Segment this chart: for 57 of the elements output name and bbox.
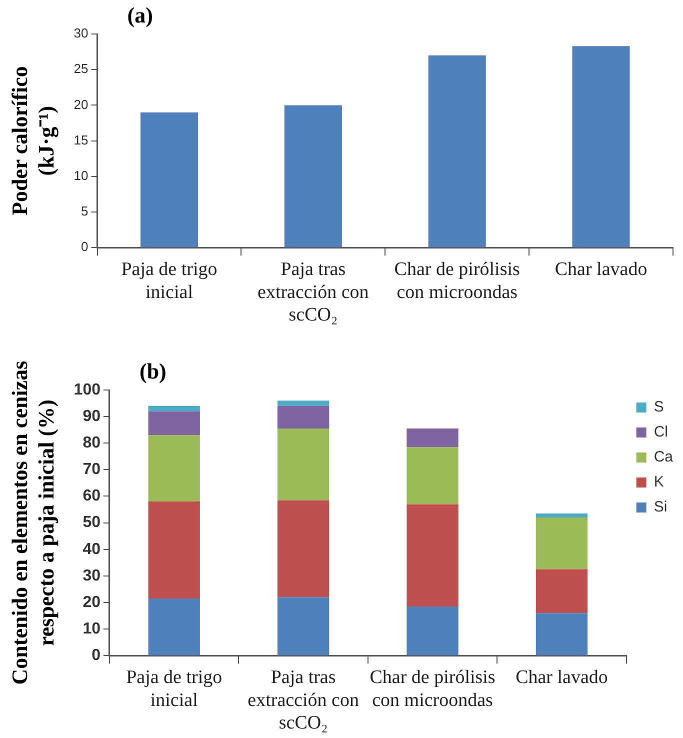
y-tick-label: 15	[74, 132, 88, 148]
bar	[148, 435, 200, 502]
x-tick-label: Paja tras extracción con scCO₂	[248, 666, 360, 734]
chart-title: (a)	[127, 2, 153, 28]
y-axis-title: Contenido en elementos en cenizas respecto a paja inicial (%)	[6, 360, 58, 685]
y-tick-label: 70	[82, 461, 101, 478]
legend-label: S	[654, 398, 664, 416]
bar	[536, 569, 588, 614]
bar	[572, 46, 630, 248]
bar	[277, 597, 330, 656]
y-tick-label: 50	[82, 514, 101, 532]
bar	[277, 428, 330, 500]
bar	[148, 406, 200, 412]
bar	[406, 606, 458, 656]
bar	[428, 55, 486, 248]
bar	[406, 504, 458, 606]
y-tick-label: 5	[81, 204, 88, 219]
x-tick-label: Char lavado	[554, 258, 648, 280]
y-tick-label: 10	[82, 620, 101, 638]
x-tick-label: Char de pirólisis con microondas	[370, 666, 496, 711]
legend-label: Ca	[654, 448, 674, 466]
bar	[277, 400, 330, 406]
bar	[148, 411, 200, 436]
y-tick-label: 60	[82, 488, 101, 505]
legend-label: Si	[654, 498, 668, 516]
chart-title: (b)	[139, 358, 166, 384]
x-tick-label: Paja de trigo inicial	[121, 258, 218, 303]
bar	[148, 598, 200, 656]
legend-label: Cl	[654, 424, 668, 441]
bar	[148, 502, 200, 598]
y-tick-label: 0	[92, 647, 101, 664]
y-tick-label: 80	[82, 434, 101, 452]
y-tick-label: 0	[81, 239, 88, 254]
bar	[536, 613, 588, 656]
bar	[406, 428, 458, 448]
bar	[277, 500, 330, 598]
y-tick-label: 20	[82, 594, 101, 611]
y-tick-label: 100	[74, 381, 101, 398]
legend-label: K	[654, 474, 664, 491]
y-tick-label: 20	[74, 96, 88, 112]
y-tick-label: 30	[82, 567, 101, 584]
y-tick-label: 30	[74, 26, 88, 41]
bar	[284, 105, 342, 248]
bar	[536, 517, 588, 570]
y-tick-label: 10	[74, 168, 88, 183]
x-tick-label: Paja de trigo inicial	[126, 666, 222, 711]
y-tick-label: 90	[82, 408, 101, 425]
x-tick-label: Paja tras extracción con scCO₂	[258, 258, 370, 326]
x-tick-label: Char de pirólisis con microondas	[394, 258, 520, 303]
x-tick-label: Char lavado	[516, 666, 608, 688]
bar	[536, 514, 588, 518]
bar	[277, 406, 330, 429]
y-tick-label: 25	[74, 61, 88, 76]
bar	[140, 112, 198, 248]
bar	[406, 447, 458, 504]
y-tick-label: 40	[82, 540, 101, 558]
y-axis-title: Poder calorífico (kJ·g⁻¹)	[6, 66, 58, 216]
